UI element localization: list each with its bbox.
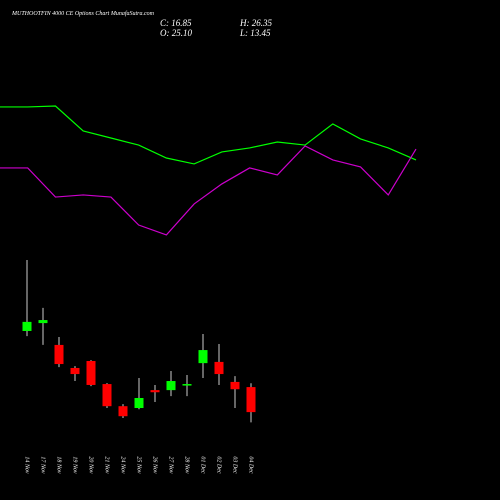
- candle-body: [86, 361, 96, 385]
- indicator-line: [0, 105, 417, 165]
- x-tick-label: 24 Nov: [120, 456, 127, 474]
- summary-low: L: 13.45: [239, 28, 271, 38]
- x-tick-label: 03 Dec: [232, 456, 238, 473]
- candle-body: [198, 350, 208, 364]
- x-tick-label: 20 Nov: [88, 456, 94, 474]
- candle-body: [70, 367, 80, 375]
- x-tick-label: 04 Dec: [248, 456, 255, 473]
- candle-body: [246, 387, 256, 413]
- x-tick-label: 27 Nov: [168, 456, 174, 474]
- x-tick-label: 28 Nov: [184, 456, 190, 474]
- candle-body: [150, 390, 160, 393]
- candle-body: [118, 406, 128, 417]
- x-tick-label: 19 Nov: [72, 456, 78, 474]
- candle-body: [54, 344, 64, 365]
- candle-body: [214, 361, 224, 375]
- x-tick-label: 26 Nov: [152, 456, 158, 474]
- candle-body: [166, 381, 176, 391]
- chart-title: MUTHOOTFIN 4000 CE Options Chart MunafaS…: [11, 10, 155, 17]
- candle-body: [134, 398, 144, 409]
- x-tick-label: 21 Nov: [104, 456, 110, 474]
- x-tick-label: 18 Nov: [56, 456, 62, 474]
- x-tick-label: 02 Dec: [216, 456, 222, 473]
- x-tick-label: 17 Nov: [40, 456, 46, 474]
- candle-body: [230, 381, 240, 390]
- summary-close: C: 16.85: [160, 18, 192, 28]
- candle-body: [102, 384, 112, 407]
- summary-open: O: 25.10: [160, 28, 192, 38]
- x-tick-label: 14 Nov: [24, 456, 31, 474]
- summary-high: H: 26.35: [239, 18, 272, 28]
- indicator-line: [0, 145, 417, 236]
- candle-body: [182, 384, 192, 386]
- candle-body: [22, 321, 32, 331]
- x-tick-label: 01 Dec: [200, 456, 206, 473]
- x-tick-label: 25 Nov: [136, 456, 142, 474]
- candle-body: [38, 320, 48, 324]
